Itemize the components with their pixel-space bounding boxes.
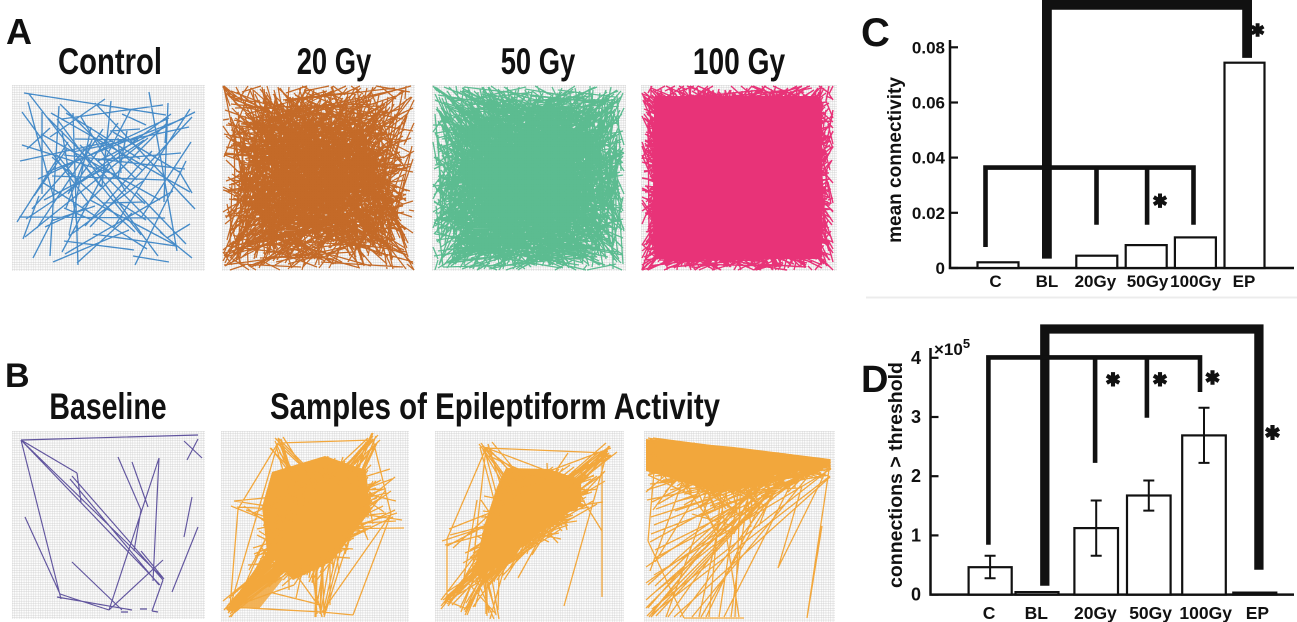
svg-text:20Gy: 20Gy — [1074, 603, 1117, 622]
svg-text:0: 0 — [911, 585, 921, 605]
svg-text:0.06: 0.06 — [912, 93, 945, 112]
svg-text:EP: EP — [1233, 272, 1256, 291]
svg-text:0: 0 — [936, 259, 945, 278]
svg-text:BL: BL — [1025, 603, 1049, 622]
svg-text:50Gy: 50Gy — [1127, 272, 1169, 291]
svg-text:100Gy: 100Gy — [1179, 603, 1232, 622]
svg-text:50Gy: 50Gy — [1129, 603, 1172, 622]
svg-text:mean connectivity: mean connectivity — [885, 77, 906, 243]
svg-text:connections > threshold: connections > threshold — [885, 362, 907, 588]
svg-text:EP: EP — [1246, 603, 1270, 622]
svg-text:20Gy: 20Gy — [1075, 272, 1117, 291]
svg-text:×105: ×105 — [934, 336, 970, 359]
svg-text:0.04: 0.04 — [912, 149, 946, 168]
svg-text:4: 4 — [911, 348, 921, 368]
svg-text:0.08: 0.08 — [912, 38, 945, 57]
svg-text:C: C — [989, 272, 1001, 291]
svg-text:100Gy: 100Gy — [1170, 272, 1222, 291]
svg-text:C: C — [983, 603, 996, 622]
svg-text:2: 2 — [911, 466, 921, 486]
svg-text:1: 1 — [911, 525, 921, 545]
svg-text:3: 3 — [911, 407, 921, 427]
svg-text:BL: BL — [1036, 272, 1059, 291]
svg-text:0.02: 0.02 — [912, 204, 945, 223]
